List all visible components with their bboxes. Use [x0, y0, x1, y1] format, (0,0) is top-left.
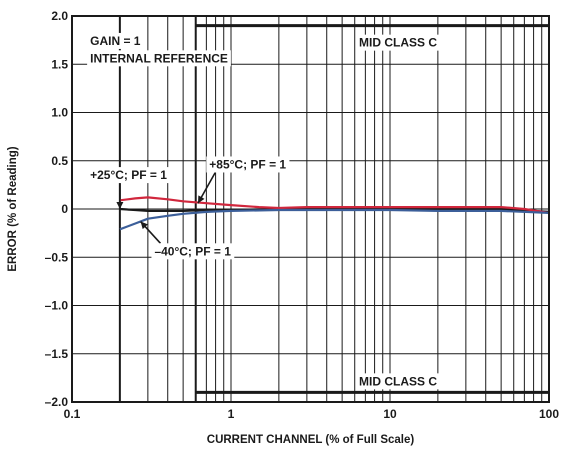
y-tick-label: –1.0	[45, 299, 69, 313]
series-line	[119, 196, 550, 214]
y-tick-label: 2.0	[51, 9, 68, 23]
x-tick-label: 0.1	[64, 407, 81, 421]
limit-label-bg	[356, 373, 441, 390]
limit-label: MID CLASS C	[359, 36, 437, 50]
annotation-arrows	[116, 172, 216, 244]
annotation-label: +25°C; PF = 1	[90, 168, 167, 182]
limit-labels: MID CLASS C MID CLASS C	[356, 34, 441, 390]
y-tick-label: 1.5	[51, 57, 68, 71]
x-tick-label: 10	[383, 407, 397, 421]
annotation-label: INTERNAL REFERENCE	[90, 51, 228, 65]
annotation-label-bg	[151, 243, 235, 260]
y-tick-label: –2.0	[45, 395, 69, 409]
annotation-label: GAIN = 1	[90, 34, 141, 48]
annotation-arrowhead	[140, 221, 148, 230]
y-tick-label: 1.0	[51, 106, 68, 120]
x-tick-labels: 0.1 1 10 100	[64, 407, 560, 421]
annotation-label-bg	[87, 50, 231, 67]
annotation-arrowhead	[197, 195, 205, 204]
plot-frame	[71, 15, 550, 403]
annotations: GAIN = 1 INTERNAL REFERENCE +25°C; PF = 1 +…	[87, 32, 290, 260]
limit-label: MID CLASS C	[359, 374, 437, 388]
y-tick-label: –0.5	[45, 250, 69, 264]
series-line	[119, 208, 550, 231]
y-tick-label: 0.5	[51, 154, 68, 168]
series-lines	[119, 196, 550, 231]
x-tick-label: 100	[539, 407, 559, 421]
x-tick-label: 1	[228, 407, 235, 421]
y-tick-labels: 2.0 1.5 1.0 0.5 0 –0.5 –1.0 –1.5 –2.0	[45, 9, 69, 409]
annotation-arrowhead	[116, 202, 124, 209]
annotation-label: +85°C; PF = 1	[209, 157, 286, 171]
annotation-label-bg	[206, 156, 290, 173]
annotation-label-bg	[87, 167, 171, 184]
limit-label-bg	[356, 34, 441, 51]
annotation-label-bg	[87, 32, 144, 49]
y-tick-label: 0	[61, 202, 68, 216]
y-tick-label: –1.5	[45, 347, 69, 361]
x-axis-label: CURRENT CHANNEL (% of Full Scale)	[207, 434, 415, 446]
y-axis-label: ERROR (% of Reading)	[7, 146, 19, 271]
annotation-label: –40°C; PF = 1	[154, 244, 231, 258]
